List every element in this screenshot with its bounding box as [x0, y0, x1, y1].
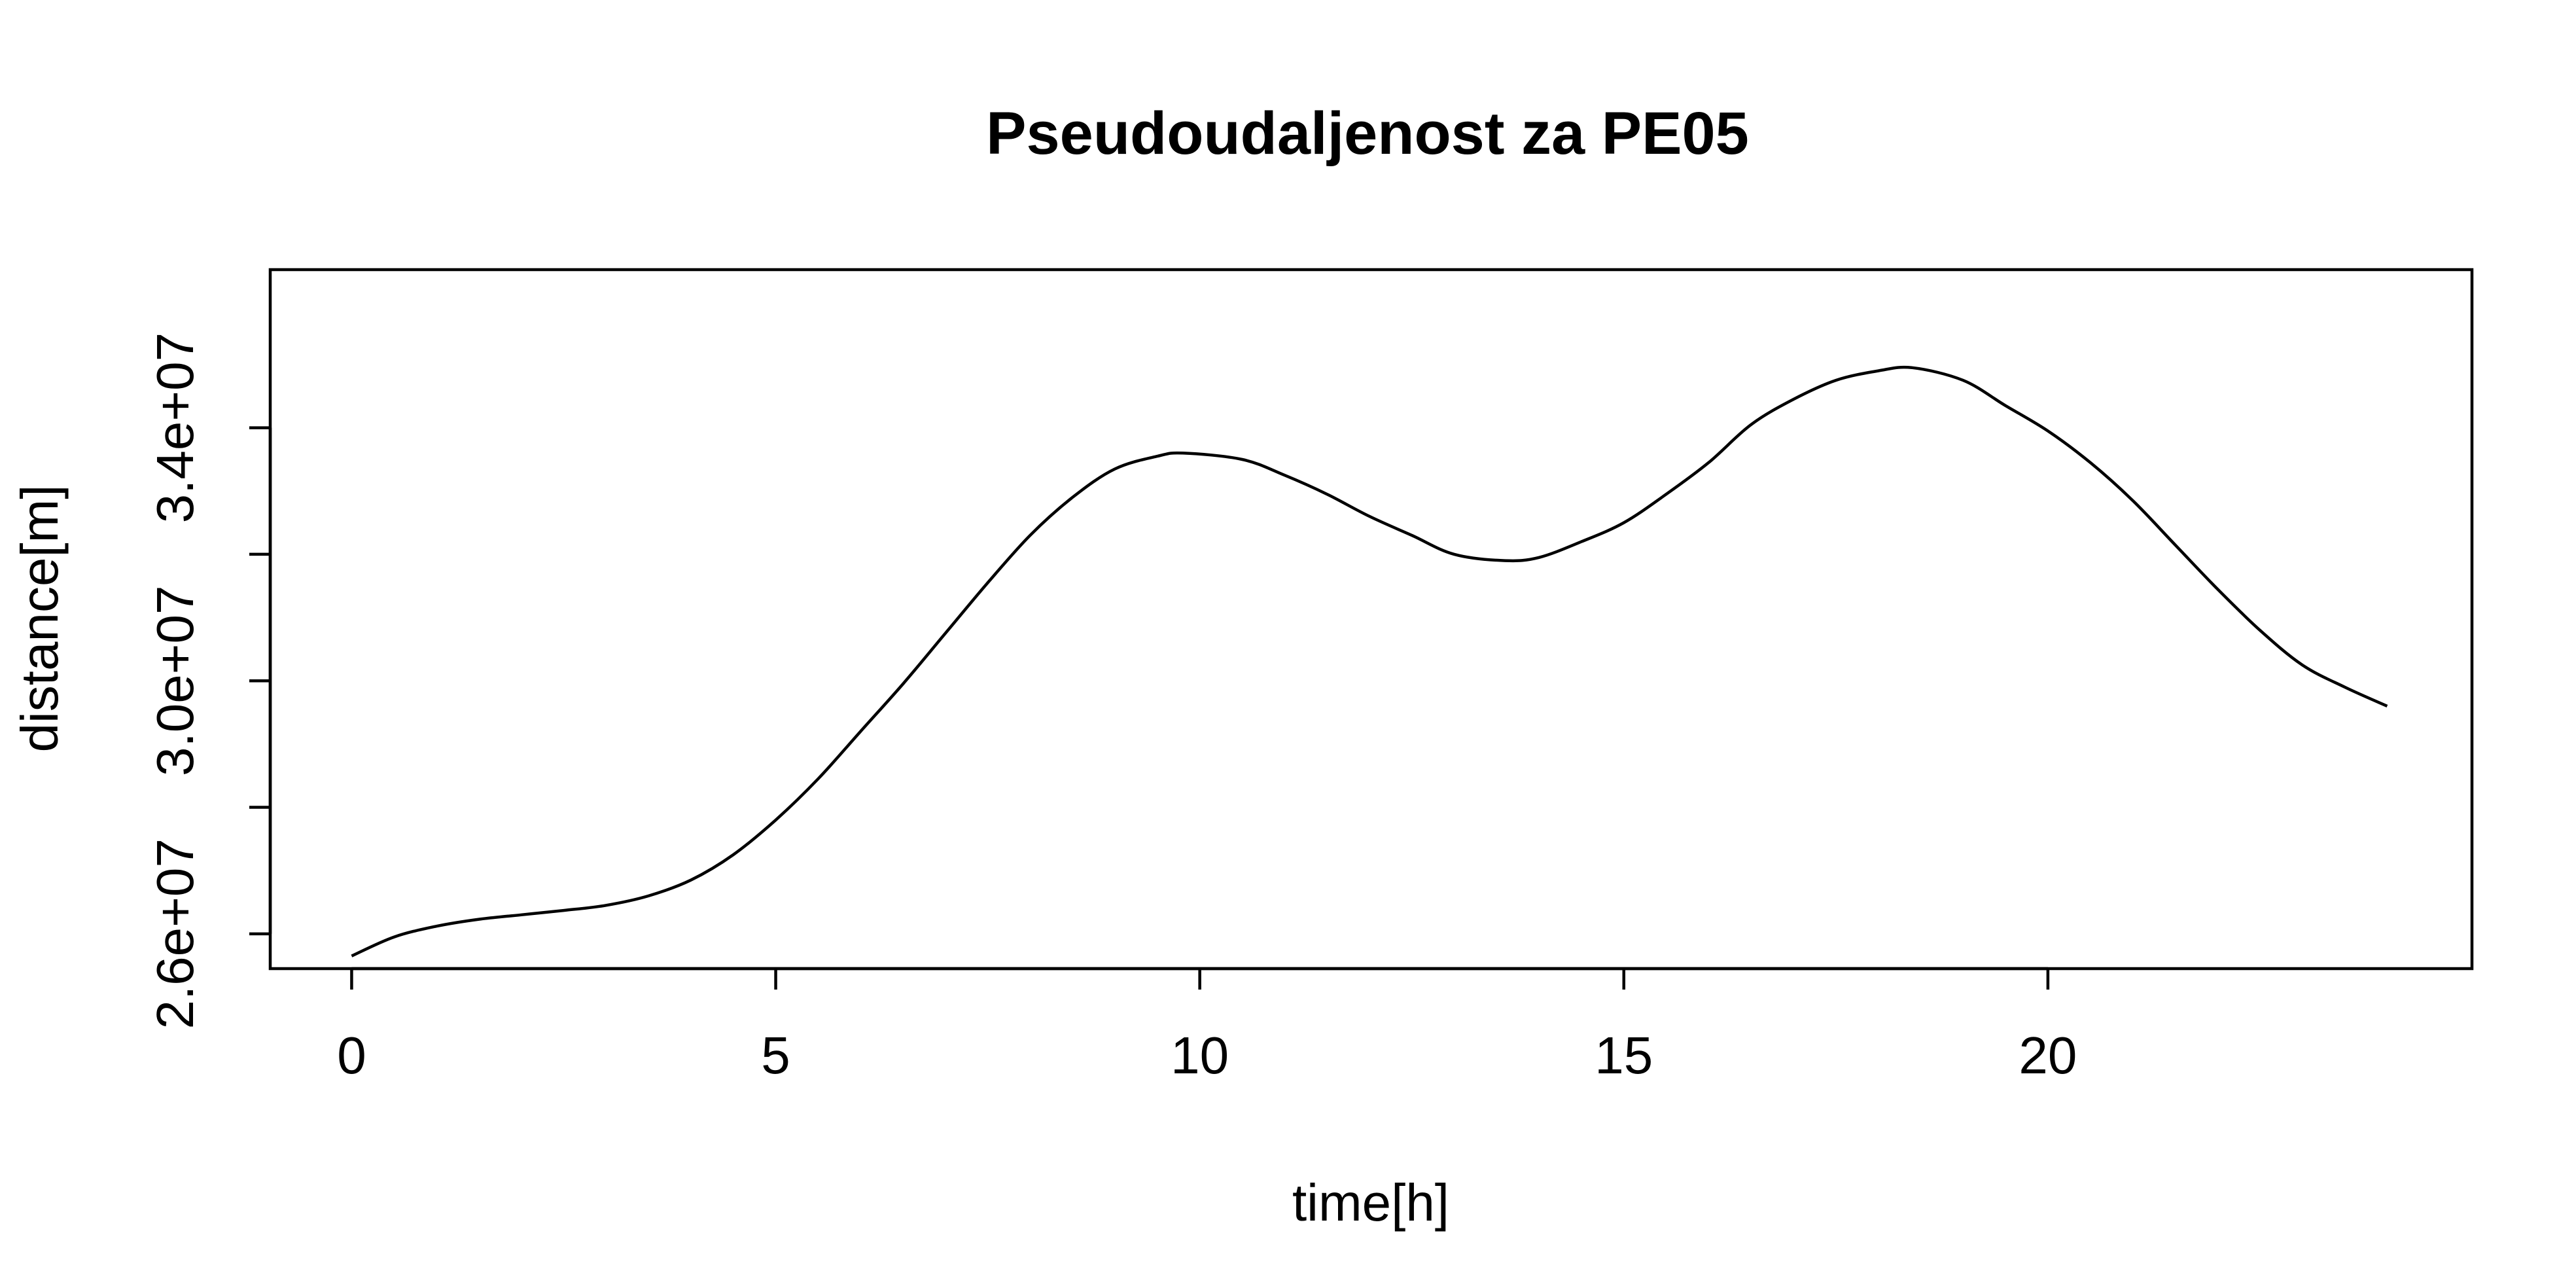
series-line: [351, 365, 2388, 957]
y-tick-label: 3.4e+07: [146, 332, 204, 523]
y-axis: 2.6e+07 3.0e+07 3.4e+07: [146, 332, 272, 1029]
x-tick-label: 10: [1171, 1026, 1229, 1084]
y-tick-label: 3.0e+07: [146, 586, 204, 776]
x-axis-label: time[h]: [1292, 1173, 1449, 1232]
plot-frame: [268, 268, 2474, 971]
x-tick-label: 20: [2019, 1026, 2077, 1084]
chart-title: Pseudoudaljenost za PE05: [986, 100, 1749, 167]
x-tick-label: 0: [337, 1026, 366, 1084]
x-tick-label: 15: [1595, 1026, 1653, 1084]
y-axis-label: distance[m]: [10, 484, 69, 752]
x-tick-label: 5: [761, 1026, 790, 1084]
x-axis: 0 5 10 15 20: [337, 967, 2077, 1084]
y-tick-label: 2.6e+07: [146, 838, 204, 1029]
